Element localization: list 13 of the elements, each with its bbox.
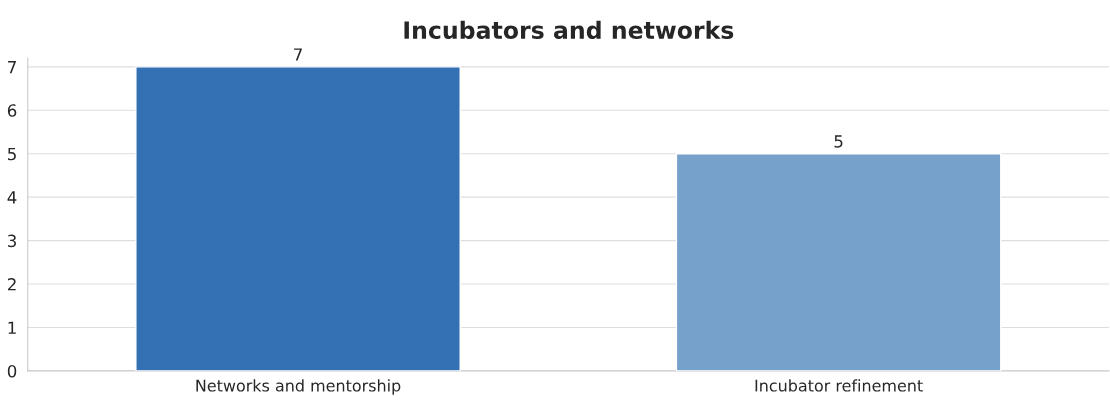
y-tick-label: 7: [8, 61, 16, 74]
data-label: 5: [834, 135, 843, 148]
x-tick-label: Incubator refinement: [755, 379, 923, 392]
y-tick-label: 3: [8, 234, 16, 248]
y-tick-label: 6: [7, 104, 17, 117]
data-label: 7: [294, 48, 302, 61]
y-tick-label: 1: [8, 321, 16, 334]
chart-title: Incubators and networks: [404, 20, 734, 40]
y-tick-label: 0: [7, 364, 17, 378]
y-tick-label: 5: [8, 147, 16, 161]
y-tick-label: 2: [7, 278, 16, 291]
x-tick-label: Networks and mentorship: [196, 379, 401, 395]
y-tick-label: 4: [7, 191, 17, 204]
